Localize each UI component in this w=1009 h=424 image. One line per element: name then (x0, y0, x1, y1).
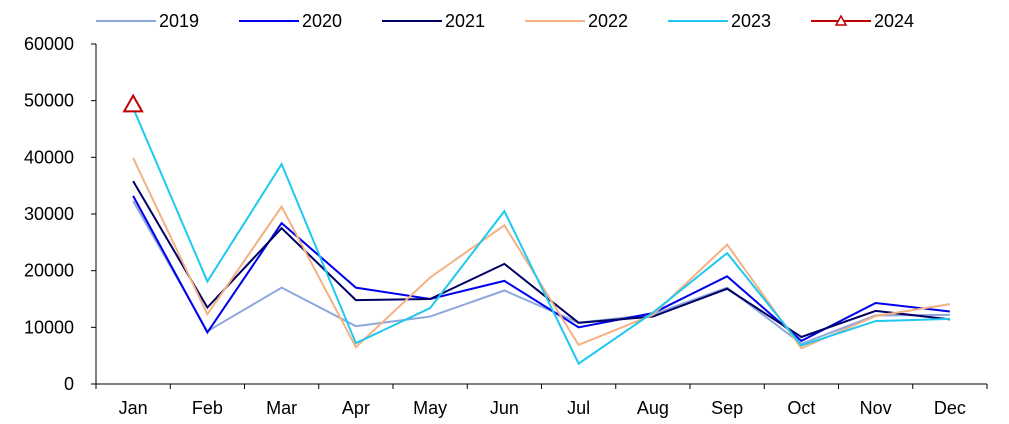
series-line-2019 (132, 200, 950, 345)
y-ticks: 0 10000 20000 30000 40000 50000 60000 (24, 34, 96, 394)
legend-label: 2023 (731, 11, 771, 31)
legend-item-2024: 2024 (811, 11, 914, 31)
y-tick-label: 0 (64, 374, 74, 394)
y-tick-label: 60000 (24, 34, 74, 54)
x-ticks: Jan Feb Mar Apr May Jun Jul Aug Sep Oct Nov Dec (95, 384, 988, 418)
y-tick-label: 20000 (24, 261, 74, 281)
x-tick-label: Apr (342, 398, 370, 418)
legend-label: 2020 (302, 11, 342, 31)
x-tick-label: Jan (119, 398, 148, 418)
legend-label: 2019 (159, 11, 199, 31)
legend-label: 2022 (588, 11, 628, 31)
legend-item-2020: 2020 (239, 11, 342, 31)
x-tick-label: Nov (860, 398, 892, 418)
legend-item-2021: 2021 (382, 11, 485, 31)
x-tick-label: May (413, 398, 447, 418)
y-tick-label: 30000 (24, 204, 74, 224)
y-tick-label: 50000 (24, 91, 74, 111)
legend-item-2022: 2022 (525, 11, 628, 31)
legend-item-2023: 2023 (668, 11, 771, 31)
x-tick-label: Dec (934, 398, 966, 418)
series-line-2022 (132, 157, 951, 350)
legend-label: 2024 (874, 11, 914, 31)
axes: 0 10000 20000 30000 40000 50000 60000 Jan Feb Ma… (24, 34, 988, 418)
legend-label: 2021 (445, 11, 485, 31)
series-line-2021 (132, 180, 950, 339)
x-tick-label: Sep (711, 398, 743, 418)
x-tick-label: Mar (266, 398, 297, 418)
data-point-2024 (122, 93, 144, 113)
legend: 2019 2020 2021 2022 2023 2024 (96, 11, 914, 31)
series-lines (122, 93, 951, 366)
legend-marker-triangle (834, 14, 848, 26)
x-tick-label: Aug (637, 398, 669, 418)
x-tick-label: Oct (787, 398, 815, 418)
x-tick-label: Jun (490, 398, 519, 418)
y-tick-label: 40000 (24, 147, 74, 167)
y-tick-label: 10000 (24, 317, 74, 337)
series-line-2020 (132, 195, 950, 343)
legend-item-2019: 2019 (96, 11, 199, 31)
x-tick-label: Feb (192, 398, 223, 418)
x-tick-label: Jul (567, 398, 590, 418)
series-line-2023 (132, 107, 950, 366)
